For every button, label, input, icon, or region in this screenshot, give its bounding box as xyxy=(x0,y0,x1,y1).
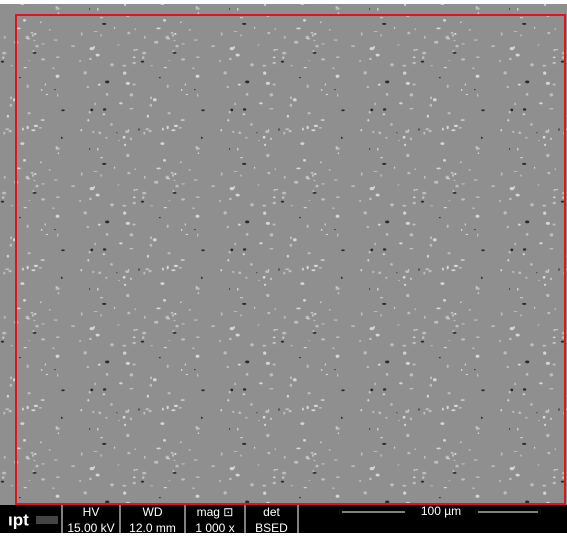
info-value: 1 000 x xyxy=(195,521,234,533)
info-label: WD xyxy=(143,505,163,519)
info-value: 12.0 mm xyxy=(129,521,176,533)
info-value: 15.00 kV xyxy=(67,521,114,533)
info-label: det xyxy=(263,505,280,519)
logo: ıpt xyxy=(8,510,29,529)
info-label: HV xyxy=(83,505,100,519)
scale-bar-label: 100 µm xyxy=(421,504,461,518)
micrograph-screenshot: ıpt HV 15.00 kV WD 12.0 mm mag ⊡ 1 000 x det BS… xyxy=(0,0,567,533)
info-label: mag ⊡ xyxy=(197,505,234,519)
logo-mark xyxy=(36,516,58,524)
info-value: BSED xyxy=(255,521,288,533)
micrograph-particles xyxy=(0,4,567,505)
